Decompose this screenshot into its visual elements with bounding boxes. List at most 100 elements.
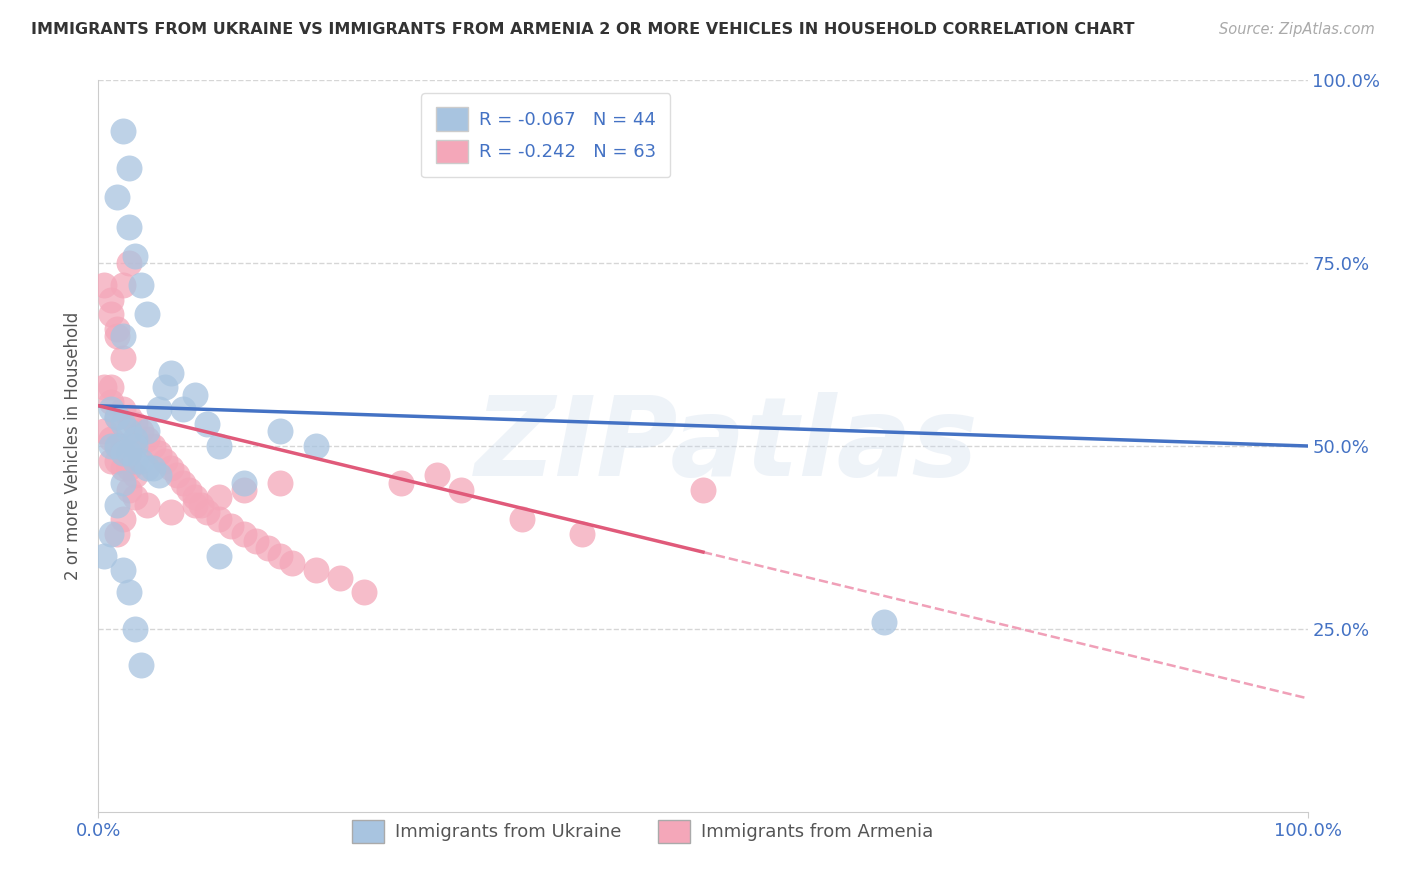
Point — [111, 563, 134, 577]
Point — [118, 446, 141, 460]
Point — [105, 439, 128, 453]
Point — [179, 483, 201, 497]
Point — [148, 402, 170, 417]
Point — [129, 453, 152, 467]
Point — [100, 439, 122, 453]
Point — [129, 658, 152, 673]
Point — [873, 615, 896, 629]
Point — [256, 541, 278, 556]
Point — [118, 461, 141, 475]
Point — [172, 475, 194, 490]
Point — [118, 585, 141, 599]
Point — [111, 439, 134, 453]
Point — [118, 446, 141, 460]
Point — [245, 534, 267, 549]
Point — [232, 526, 254, 541]
Point — [184, 498, 207, 512]
Point — [190, 498, 212, 512]
Point — [105, 322, 128, 336]
Point — [93, 278, 115, 293]
Point — [111, 446, 134, 460]
Point — [118, 425, 141, 439]
Point — [153, 380, 176, 394]
Text: IMMIGRANTS FROM UKRAINE VS IMMIGRANTS FROM ARMENIA 2 OR MORE VEHICLES IN HOUSEHO: IMMIGRANTS FROM UKRAINE VS IMMIGRANTS FR… — [31, 22, 1135, 37]
Point — [195, 417, 218, 431]
Point — [105, 498, 128, 512]
Point — [571, 526, 593, 541]
Point — [135, 432, 157, 446]
Point — [100, 402, 122, 417]
Point — [269, 425, 291, 439]
Point — [111, 329, 134, 343]
Point — [142, 461, 165, 475]
Point — [118, 256, 141, 270]
Point — [148, 468, 170, 483]
Point — [118, 409, 141, 424]
Point — [129, 425, 152, 439]
Point — [124, 468, 146, 483]
Point — [100, 293, 122, 307]
Point — [208, 490, 231, 504]
Point — [100, 307, 122, 321]
Point — [118, 483, 141, 497]
Point — [160, 366, 183, 380]
Point — [111, 351, 134, 366]
Point — [195, 505, 218, 519]
Point — [184, 388, 207, 402]
Point — [105, 329, 128, 343]
Point — [118, 219, 141, 234]
Point — [353, 585, 375, 599]
Point — [105, 409, 128, 424]
Point — [426, 468, 449, 483]
Point — [105, 409, 128, 424]
Text: Source: ZipAtlas.com: Source: ZipAtlas.com — [1219, 22, 1375, 37]
Point — [124, 490, 146, 504]
Point — [105, 190, 128, 204]
Point — [232, 483, 254, 497]
Point — [118, 161, 141, 175]
Y-axis label: 2 or more Vehicles in Household: 2 or more Vehicles in Household — [65, 312, 83, 580]
Point — [111, 475, 134, 490]
Point — [100, 526, 122, 541]
Point — [105, 439, 128, 453]
Point — [160, 461, 183, 475]
Point — [135, 461, 157, 475]
Point — [172, 402, 194, 417]
Point — [269, 475, 291, 490]
Point — [510, 512, 533, 526]
Point — [184, 490, 207, 504]
Point — [166, 468, 188, 483]
Point — [135, 307, 157, 321]
Legend: Immigrants from Ukraine, Immigrants from Armenia: Immigrants from Ukraine, Immigrants from… — [344, 813, 941, 850]
Point — [93, 380, 115, 394]
Point — [100, 432, 122, 446]
Point — [124, 249, 146, 263]
Point — [93, 425, 115, 439]
Point — [208, 549, 231, 563]
Point — [208, 512, 231, 526]
Point — [135, 425, 157, 439]
Point — [142, 439, 165, 453]
Point — [124, 453, 146, 467]
Point — [124, 622, 146, 636]
Point — [105, 526, 128, 541]
Text: ZIPatlas: ZIPatlas — [475, 392, 979, 500]
Point — [450, 483, 472, 497]
Point — [232, 475, 254, 490]
Point — [153, 453, 176, 467]
Point — [208, 439, 231, 453]
Point — [389, 475, 412, 490]
Point — [100, 380, 122, 394]
Point — [148, 446, 170, 460]
Point — [160, 505, 183, 519]
Point — [100, 395, 122, 409]
Point — [305, 563, 328, 577]
Point — [111, 417, 134, 431]
Point — [692, 483, 714, 497]
Point — [305, 439, 328, 453]
Point — [329, 571, 352, 585]
Point — [100, 453, 122, 467]
Point — [111, 278, 134, 293]
Point — [281, 556, 304, 570]
Point — [111, 124, 134, 138]
